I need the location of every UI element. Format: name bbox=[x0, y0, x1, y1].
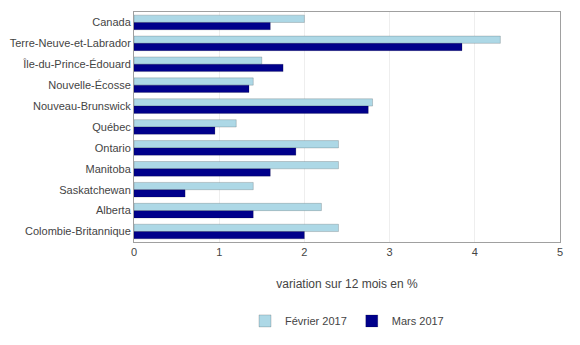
svg-text:Ontario: Ontario bbox=[95, 142, 131, 154]
svg-text:4: 4 bbox=[472, 246, 478, 258]
svg-text:Mars 2017: Mars 2017 bbox=[392, 315, 444, 327]
svg-text:Canada: Canada bbox=[92, 16, 131, 28]
svg-text:Février 2017: Février 2017 bbox=[285, 315, 347, 327]
svg-text:Colombie-Britannique: Colombie-Britannique bbox=[25, 225, 131, 237]
svg-text:Terre-Neuve-et-Labrador: Terre-Neuve-et-Labrador bbox=[10, 37, 131, 49]
svg-text:3: 3 bbox=[387, 246, 393, 258]
svg-text:Nouvelle-Écosse: Nouvelle-Écosse bbox=[48, 79, 131, 91]
svg-text:Québec: Québec bbox=[92, 121, 131, 133]
svg-text:5: 5 bbox=[557, 246, 563, 258]
svg-text:1: 1 bbox=[216, 246, 222, 258]
svg-text:Manitoba: Manitoba bbox=[86, 163, 132, 175]
svg-text:Alberta: Alberta bbox=[96, 204, 132, 216]
svg-text:Nouveau-Brunswick: Nouveau-Brunswick bbox=[33, 100, 131, 112]
svg-text:Saskatchewan: Saskatchewan bbox=[59, 184, 131, 196]
svg-text:2: 2 bbox=[301, 246, 307, 258]
svg-text:Île-du-Prince-Édouard: Île-du-Prince-Édouard bbox=[22, 58, 131, 70]
svg-text:0: 0 bbox=[131, 246, 137, 258]
svg-text:variation sur 12 mois en %: variation sur 12 mois en % bbox=[276, 277, 418, 291]
